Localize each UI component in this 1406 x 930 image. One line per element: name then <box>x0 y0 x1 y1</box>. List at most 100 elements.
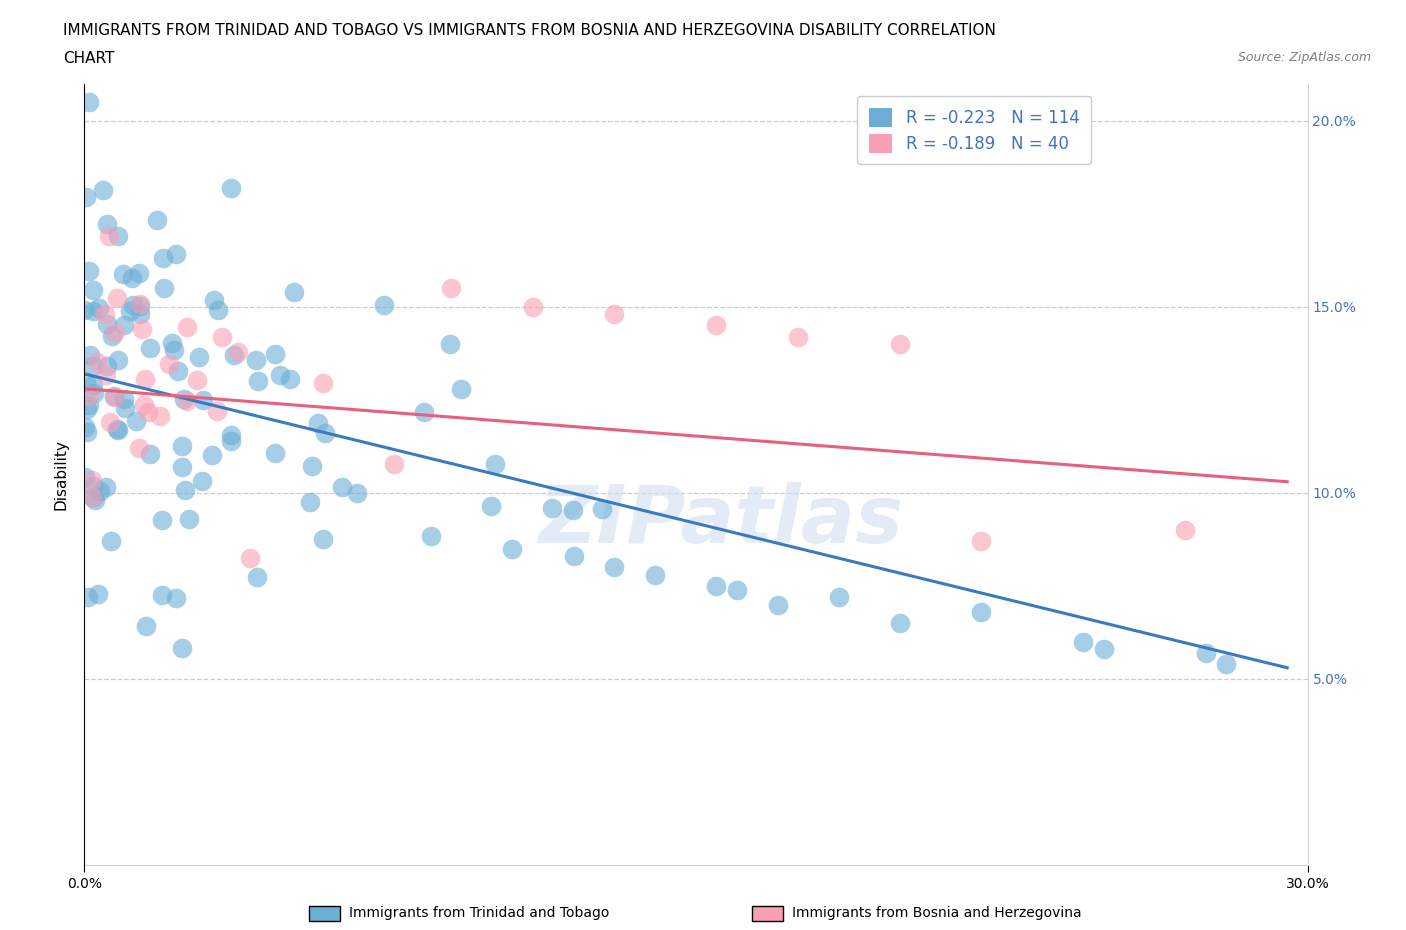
Legend: R = -0.223   N = 114, R = -0.189   N = 40: R = -0.223 N = 114, R = -0.189 N = 40 <box>858 96 1091 165</box>
Point <box>98 415 121 430</box>
Point <box>644 567 666 582</box>
Point <box>970 534 993 549</box>
Point <box>136 405 159 419</box>
Point <box>131 322 153 337</box>
Point <box>186 373 208 388</box>
Point <box>89 484 111 498</box>
Point <box>139 340 162 355</box>
Point <box>603 307 626 322</box>
Point <box>278 372 301 387</box>
Point <box>114 400 136 415</box>
Point <box>125 413 148 428</box>
Point <box>82 304 104 319</box>
Point <box>82 283 104 298</box>
Point <box>174 483 197 498</box>
Point <box>484 457 506 472</box>
Point <box>76 402 98 417</box>
Point <box>245 352 267 367</box>
Point <box>135 618 157 633</box>
Point <box>79 348 101 363</box>
Point <box>201 447 224 462</box>
Point <box>146 213 169 228</box>
Point <box>725 582 748 597</box>
Point <box>150 588 173 603</box>
Point <box>170 439 193 454</box>
Point <box>222 348 245 363</box>
Point <box>312 376 335 391</box>
Point <box>82 378 104 392</box>
Point <box>105 291 128 306</box>
Point <box>107 229 129 244</box>
Point <box>176 319 198 334</box>
Text: CHART: CHART <box>63 51 115 66</box>
Point <box>193 392 215 407</box>
Point <box>373 298 395 312</box>
Point <box>73 303 96 318</box>
Point <box>86 354 108 369</box>
Point <box>77 389 100 404</box>
Point <box>98 229 121 244</box>
Point <box>889 616 911 631</box>
Point <box>263 445 285 460</box>
Point <box>149 409 172 424</box>
Point <box>246 570 269 585</box>
Point <box>96 316 118 331</box>
Point <box>177 512 200 526</box>
Point <box>105 421 128 436</box>
Point <box>153 281 176 296</box>
Point <box>112 392 135 406</box>
Point <box>301 458 323 473</box>
Point <box>219 427 242 442</box>
Point <box>75 190 97 205</box>
Point <box>211 330 233 345</box>
Point <box>77 95 100 110</box>
Point <box>264 346 287 361</box>
Point <box>128 297 150 312</box>
Point <box>103 389 125 404</box>
Point <box>93 182 115 197</box>
Point <box>77 264 100 279</box>
Point <box>87 300 110 315</box>
Point <box>173 392 195 406</box>
Point <box>96 217 118 232</box>
Point <box>76 590 98 604</box>
Point <box>540 500 562 515</box>
Point <box>111 267 134 282</box>
Point <box>118 304 141 319</box>
Text: IMMIGRANTS FROM TRINIDAD AND TOBAGO VS IMMIGRANTS FROM BOSNIA AND HERZEGOVINA DI: IMMIGRANTS FROM TRINIDAD AND TOBAGO VS I… <box>63 23 995 38</box>
Point <box>170 459 193 474</box>
Point <box>247 374 270 389</box>
Text: Immigrants from Trinidad and Tobago: Immigrants from Trinidad and Tobago <box>349 906 609 921</box>
Point <box>166 246 188 261</box>
Point <box>420 528 443 543</box>
Point <box>100 534 122 549</box>
Point <box>76 424 98 439</box>
Point <box>134 398 156 413</box>
Point <box>889 337 911 352</box>
Point <box>450 381 472 396</box>
Point <box>828 590 851 604</box>
Point <box>382 457 405 472</box>
Point <box>82 489 104 504</box>
Point <box>283 285 305 299</box>
Point <box>128 440 150 455</box>
Point <box>93 307 115 322</box>
Point <box>75 375 97 390</box>
Point <box>83 386 105 401</box>
Point <box>440 281 463 296</box>
Point <box>84 492 107 507</box>
Point <box>1073 634 1095 649</box>
Point <box>239 551 262 565</box>
Point <box>1215 657 1237 671</box>
Point <box>204 293 226 308</box>
Point <box>134 371 156 386</box>
Point <box>970 604 993 619</box>
Point <box>346 485 368 500</box>
Point <box>205 404 228 418</box>
Point <box>77 397 100 412</box>
Point <box>139 446 162 461</box>
Point <box>128 266 150 281</box>
Point <box>1092 642 1115 657</box>
Point <box>312 531 335 546</box>
Point <box>96 359 118 374</box>
